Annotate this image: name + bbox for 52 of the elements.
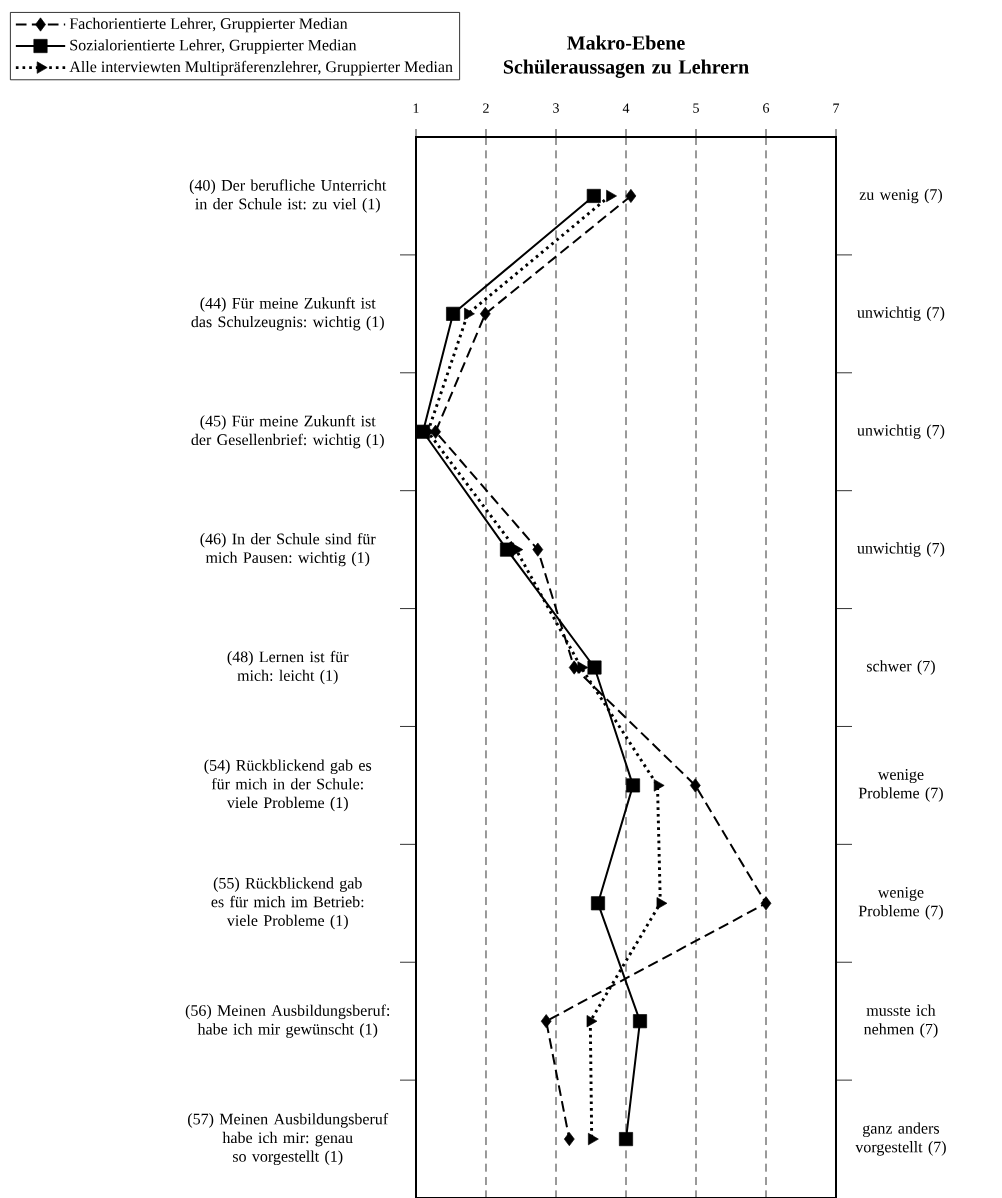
point [619,1132,634,1147]
y2-tick-label: wenige Probleme (7) [858,769,943,802]
point [577,661,589,674]
x-tick-label: 4 [622,103,630,113]
legend-label: Fachorientierte Lehrer, Gruppierter Median [69,17,348,33]
point [633,1014,648,1029]
point [586,188,601,203]
point [587,660,602,675]
point [625,188,637,203]
point [540,1014,552,1029]
x-tick-label: 2 [483,103,489,113]
point [568,660,580,675]
point [653,779,665,792]
y-tick-label: (48) Lernen ist für mich: leicht (1) [227,650,349,685]
point [591,896,606,911]
point [760,896,772,911]
x-tick-label: 7 [833,103,840,113]
x-tick-label: 6 [763,103,770,113]
chart-title: Makro-Ebene Schüleraussagen zu Lehrern [503,35,749,78]
point [606,189,617,203]
y-tick-label: (40) Der berufliche Unterricht in der Schule ist: zu viel (1) [189,179,387,213]
point [626,778,641,793]
point [588,1132,599,1146]
x-tick-label: 1 [413,103,419,113]
point [586,1015,598,1028]
y-tick-label: (45) Für meine Zukunft ist der Gesellenbrief: wichtig (1) [191,415,384,449]
point [532,542,544,557]
y-tick-label: (44) Für meine Zukunft ist das Schulzeugnis: wichtig (1) [191,297,384,331]
y2-tick-label: unwichtig (7) [857,306,945,322]
point [512,543,524,556]
point [689,778,701,793]
point [563,1132,575,1147]
point [446,306,461,321]
point [479,306,491,321]
y2-tick-label: musste ich nehmen (7) [864,1004,938,1038]
legend-label: Alle interviewten Multipräferenzlehrer, Gruppierter Median [69,60,453,76]
x-tick-label: 5 [693,103,699,113]
point [464,307,475,320]
y2-tick-label: wenige Probleme (7) [858,886,943,920]
y-tick-label: (46) In der Schule sind für mich Pausen: wichtig (1) [200,532,376,567]
y-tick-label: (56) Meinen Ausbildungsberuf: habe ich mir gewünscht (1) [185,1004,390,1038]
y-tick-label: (54) Rückblickend gab es für mich in der Schule: viele Probleme (1) [204,759,372,812]
y2-tick-label: unwichtig (7) [857,542,945,557]
legend-label: Sozialorientierte Lehrer, Gruppierter Median [70,39,357,54]
y2-tick-label: schwer (7) [866,660,935,675]
y-tick-label: (55) Rückblickend gab es für mich im Betrieb: viele Probleme (1) [211,877,364,930]
y2-tick-label: ganz anders vorgestellt (7) [855,1122,946,1156]
point [656,897,668,910]
y2-tick-label: zu wenig (7) [859,188,942,204]
x-tick-label: 3 [553,103,559,113]
y2-tick-label: unwichtig (7) [857,424,945,440]
y-tick-label: (57) Meinen Ausbildungsberuf habe ich mir: genau so vorgestellt (1) [188,1113,389,1166]
